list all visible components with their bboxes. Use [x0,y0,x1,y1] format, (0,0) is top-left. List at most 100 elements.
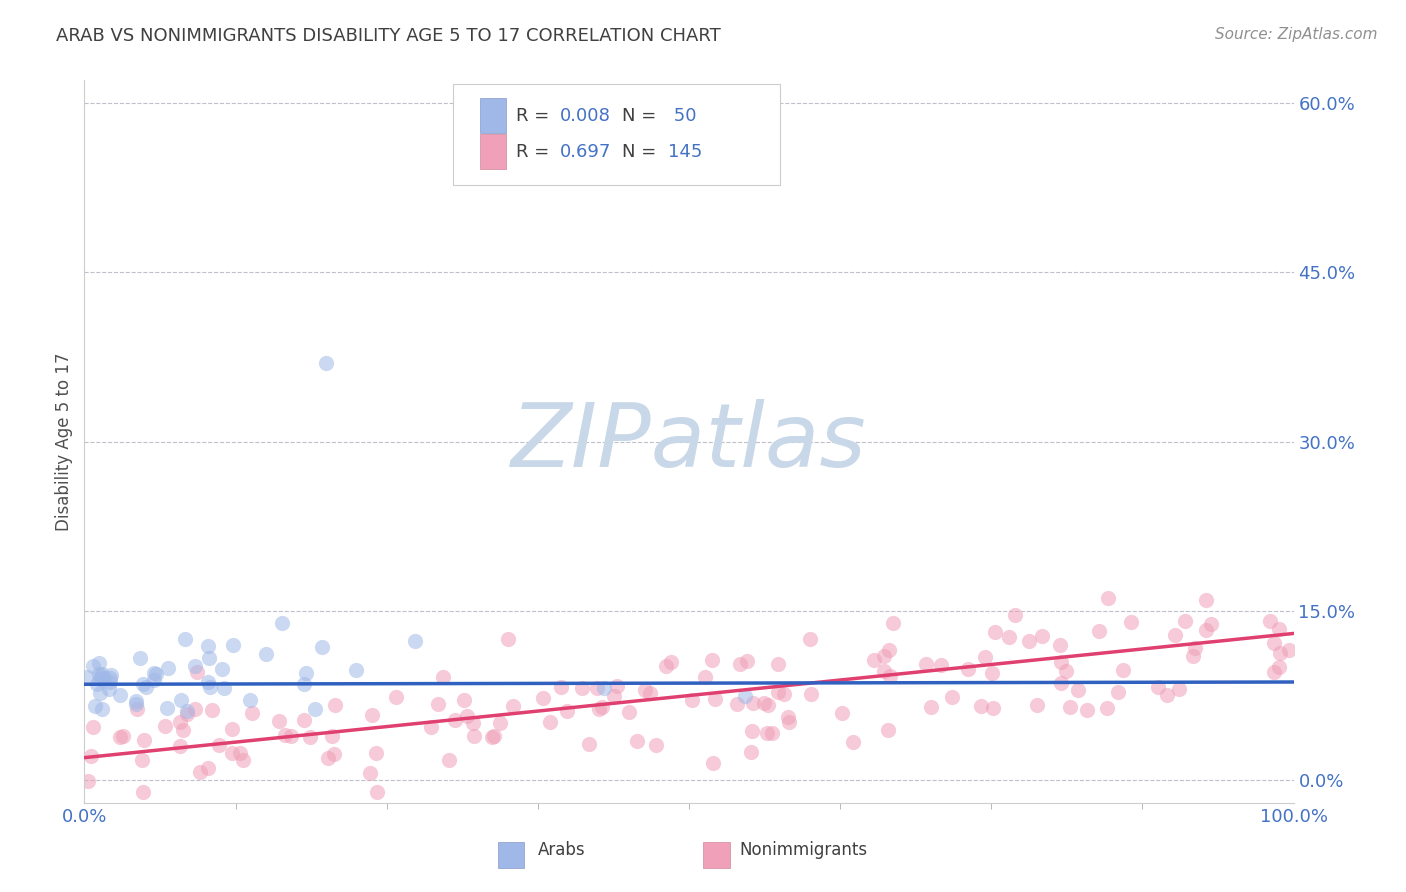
Point [681,693,703,707]
Point [842,735,865,749]
Point [1181,649,1204,664]
Point [538,714,561,729]
Point [730,657,752,672]
Point [125,697,148,711]
Point [634,683,657,698]
Point [76,670,98,684]
Point [321,729,343,743]
Point [555,704,578,718]
Point [588,702,610,716]
Point [1107,685,1129,699]
Point [879,669,901,683]
Point [768,657,790,672]
Point [1278,642,1301,657]
Point [108,689,131,703]
Point [89,673,111,687]
Point [593,681,616,695]
Point [184,701,207,715]
Point [778,710,800,724]
Point [292,677,315,691]
Point [176,707,198,722]
Point [172,723,194,737]
Point [984,625,1007,640]
Point [188,764,211,779]
Point [1263,665,1285,679]
Point [299,730,322,744]
Point [135,680,157,694]
Point [322,747,344,762]
Point [311,640,333,654]
Point [93,672,115,686]
Point [1018,633,1040,648]
Point [1050,675,1073,690]
Point [799,632,821,646]
Point [131,753,153,767]
Point [128,650,150,665]
Point [359,765,381,780]
Point [304,702,326,716]
Point [941,690,963,704]
Point [619,705,641,719]
Point [734,689,756,703]
Text: ARAB VS NONIMMIGRANTS DISABILITY AGE 5 TO 17 CORRELATION CHART: ARAB VS NONIMMIGRANTS DISABILITY AGE 5 T… [56,27,721,45]
Text: Arabs: Arabs [538,841,585,859]
Point [125,694,148,708]
Text: Nonimmigrants: Nonimmigrants [740,841,868,859]
Point [877,723,900,737]
Text: 0.008: 0.008 [560,107,610,125]
Point [280,729,302,743]
Point [1199,616,1222,631]
Point [419,720,441,734]
Point [1263,636,1285,650]
Point [1268,660,1291,674]
Text: 50: 50 [668,107,697,125]
Text: 145: 145 [668,143,703,161]
Point [439,753,461,767]
Point [86,676,108,690]
Point [920,700,942,714]
Point [221,746,243,760]
Point [83,698,105,713]
Point [197,761,219,775]
Point [981,665,1004,680]
Point [929,658,952,673]
Point [145,667,167,681]
Point [740,745,762,759]
Text: 0.697: 0.697 [560,143,612,161]
Point [90,667,112,681]
Text: R =: R = [516,107,555,125]
Text: ZIPatlas: ZIPatlas [512,399,866,484]
Point [831,706,853,720]
Y-axis label: Disability Age 5 to 17: Disability Age 5 to 17 [55,352,73,531]
Point [427,697,450,711]
Point [998,630,1021,644]
Point [221,722,243,736]
Point [1066,683,1088,698]
Point [571,681,593,696]
Point [578,737,600,751]
Point [143,673,166,687]
Point [82,658,104,673]
Point [873,665,896,679]
Point [591,699,613,714]
Point [863,653,886,667]
Text: N =: N = [623,143,662,161]
Point [1050,655,1073,669]
Point [1097,591,1119,605]
Point [1173,614,1195,628]
Point [198,681,221,695]
Point [957,663,980,677]
Point [169,714,191,729]
Text: N =: N = [623,107,662,125]
Point [1049,638,1071,652]
Point [125,702,148,716]
Point [239,693,262,707]
Point [638,686,661,700]
Point [693,670,716,684]
Point [292,713,315,727]
Point [240,706,263,721]
Point [915,657,938,671]
Point [1258,614,1281,628]
Point [1147,681,1170,695]
Point [655,658,678,673]
